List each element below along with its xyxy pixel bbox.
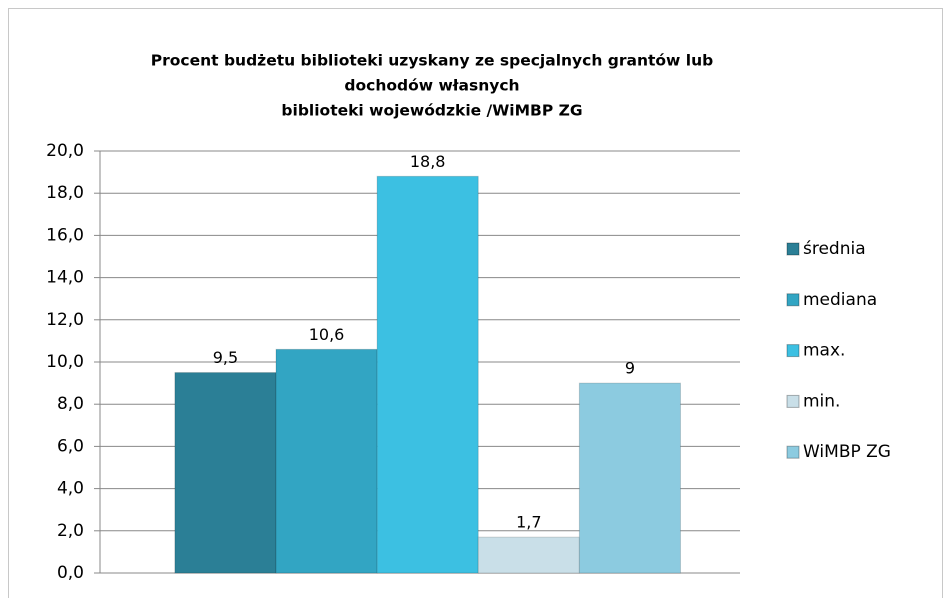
data-label: 1,7: [516, 513, 541, 532]
legend-swatch: [786, 293, 800, 307]
bar: [477, 536, 580, 574]
bar: [376, 175, 479, 574]
legend-label: max.: [803, 341, 845, 361]
bar: [275, 348, 378, 574]
y-tick-label: 10,0: [46, 352, 84, 372]
y-tick-label: 16,0: [46, 225, 84, 245]
legend-label: WiMBP ZG: [803, 442, 891, 462]
chart-title: biblioteki wojewódzkie /WiMBP ZG: [281, 102, 582, 120]
y-tick-label: 4,0: [57, 479, 84, 499]
bar: [174, 372, 277, 574]
data-label: 9: [625, 359, 635, 378]
y-tick-label: 14,0: [46, 268, 84, 288]
legend-swatch: [786, 445, 800, 459]
y-tick-label: 18,0: [46, 183, 84, 203]
legend-label: średnia: [803, 239, 866, 259]
chart-title: Procent budżetu biblioteki uzyskany ze s…: [151, 52, 713, 70]
legend-swatch: [786, 344, 800, 358]
y-tick-label: 12,0: [46, 310, 84, 330]
legend-swatch: [786, 394, 800, 408]
y-tick-label: 0,0: [57, 563, 84, 583]
data-label: 18,8: [410, 152, 446, 171]
legend-label: mediana: [803, 290, 877, 310]
bar: [578, 382, 681, 574]
y-tick-label: 20,0: [46, 141, 84, 161]
y-tick-label: 8,0: [57, 394, 84, 414]
data-label: 10,6: [309, 325, 345, 344]
chart-title: dochodów własnych: [344, 77, 519, 95]
data-label: 9,5: [213, 348, 238, 367]
y-tick-label: 2,0: [57, 521, 84, 541]
legend-label: min.: [803, 391, 840, 411]
legend-swatch: [786, 242, 800, 256]
y-tick-label: 6,0: [57, 436, 84, 456]
